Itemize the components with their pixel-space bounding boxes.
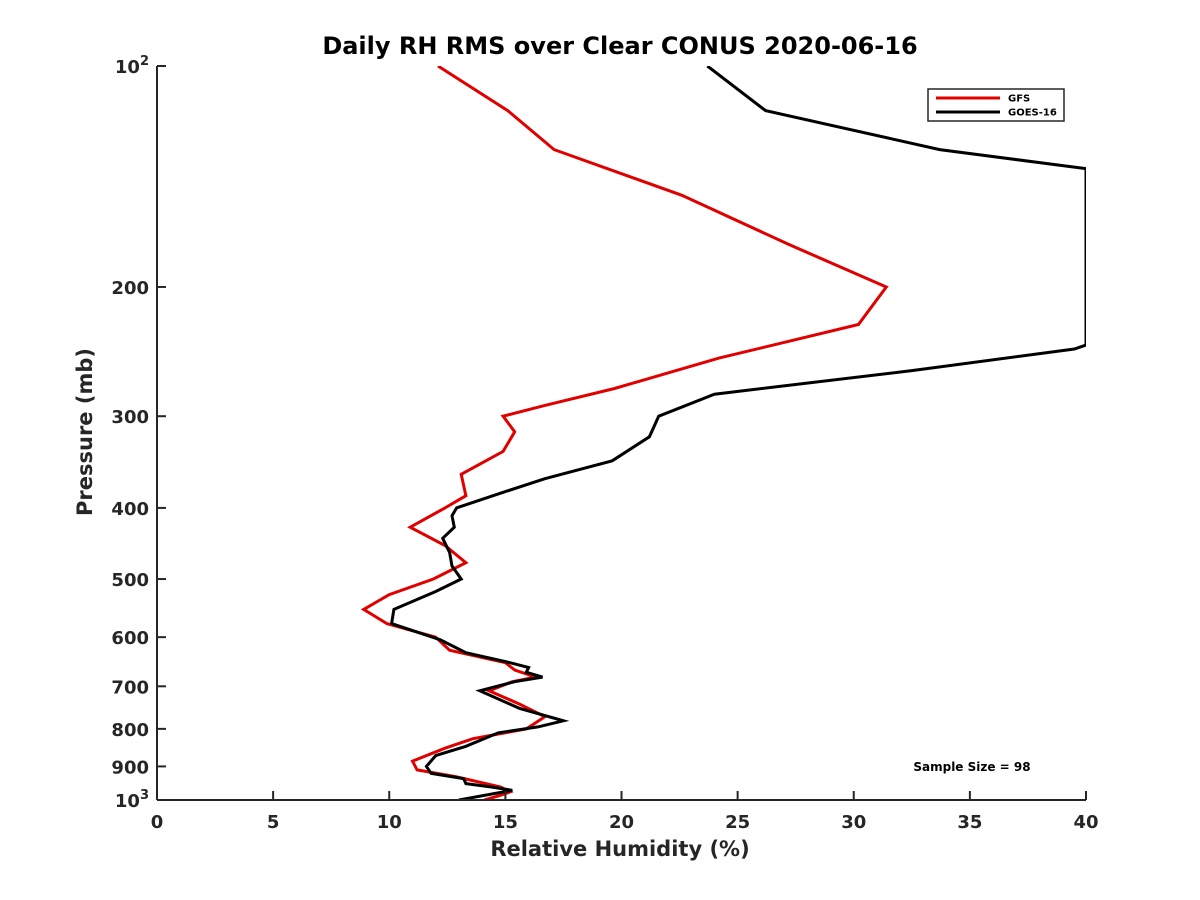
y-tick-label: 700 — [111, 677, 149, 698]
y-tick-label: 800 — [111, 720, 149, 741]
x-tick-label: 30 — [841, 812, 866, 833]
x-tick-label: 20 — [609, 812, 634, 833]
x-tick-label: 0 — [151, 812, 164, 833]
y-tick-label: 600 — [111, 628, 149, 649]
x-tick-label: 5 — [267, 812, 280, 833]
x-tick-label: 40 — [1073, 812, 1098, 833]
legend: GFS GOES-16 — [927, 88, 1065, 122]
y-axis: 102 200 300 400 500 600 700 800 900 103 — [111, 54, 166, 812]
y-tick-label: 900 — [111, 757, 149, 778]
y-tick-label: 500 — [111, 570, 149, 591]
y-tick-label: 103 — [115, 788, 149, 812]
legend-label: GFS — [1008, 94, 1030, 105]
series-line-goes-16 — [389, 66, 1086, 800]
y-axis-label: Pressure (mb) — [73, 348, 97, 516]
legend-label: GOES-16 — [1008, 108, 1057, 119]
x-tick-label: 10 — [377, 812, 402, 833]
y-tick-label: 300 — [111, 407, 149, 428]
plot-area — [360, 66, 1086, 800]
x-tick-label: 35 — [957, 812, 982, 833]
sample-size-annotation: Sample Size = 98 — [913, 760, 1030, 774]
x-tick-label: 15 — [493, 812, 518, 833]
x-axis: 0 5 10 15 20 25 30 35 40 — [151, 791, 1099, 833]
chart-title: Daily RH RMS over Clear CONUS 2020-06-16 — [322, 32, 917, 60]
y-tick-label: 400 — [111, 499, 149, 520]
legend-box — [927, 88, 1065, 122]
x-axis-label: Relative Humidity (%) — [490, 837, 749, 861]
x-tick-label: 25 — [725, 812, 750, 833]
y-tick-label: 102 — [115, 54, 149, 78]
y-tick-label: 200 — [111, 278, 149, 299]
series-line-gfs — [360, 66, 889, 800]
